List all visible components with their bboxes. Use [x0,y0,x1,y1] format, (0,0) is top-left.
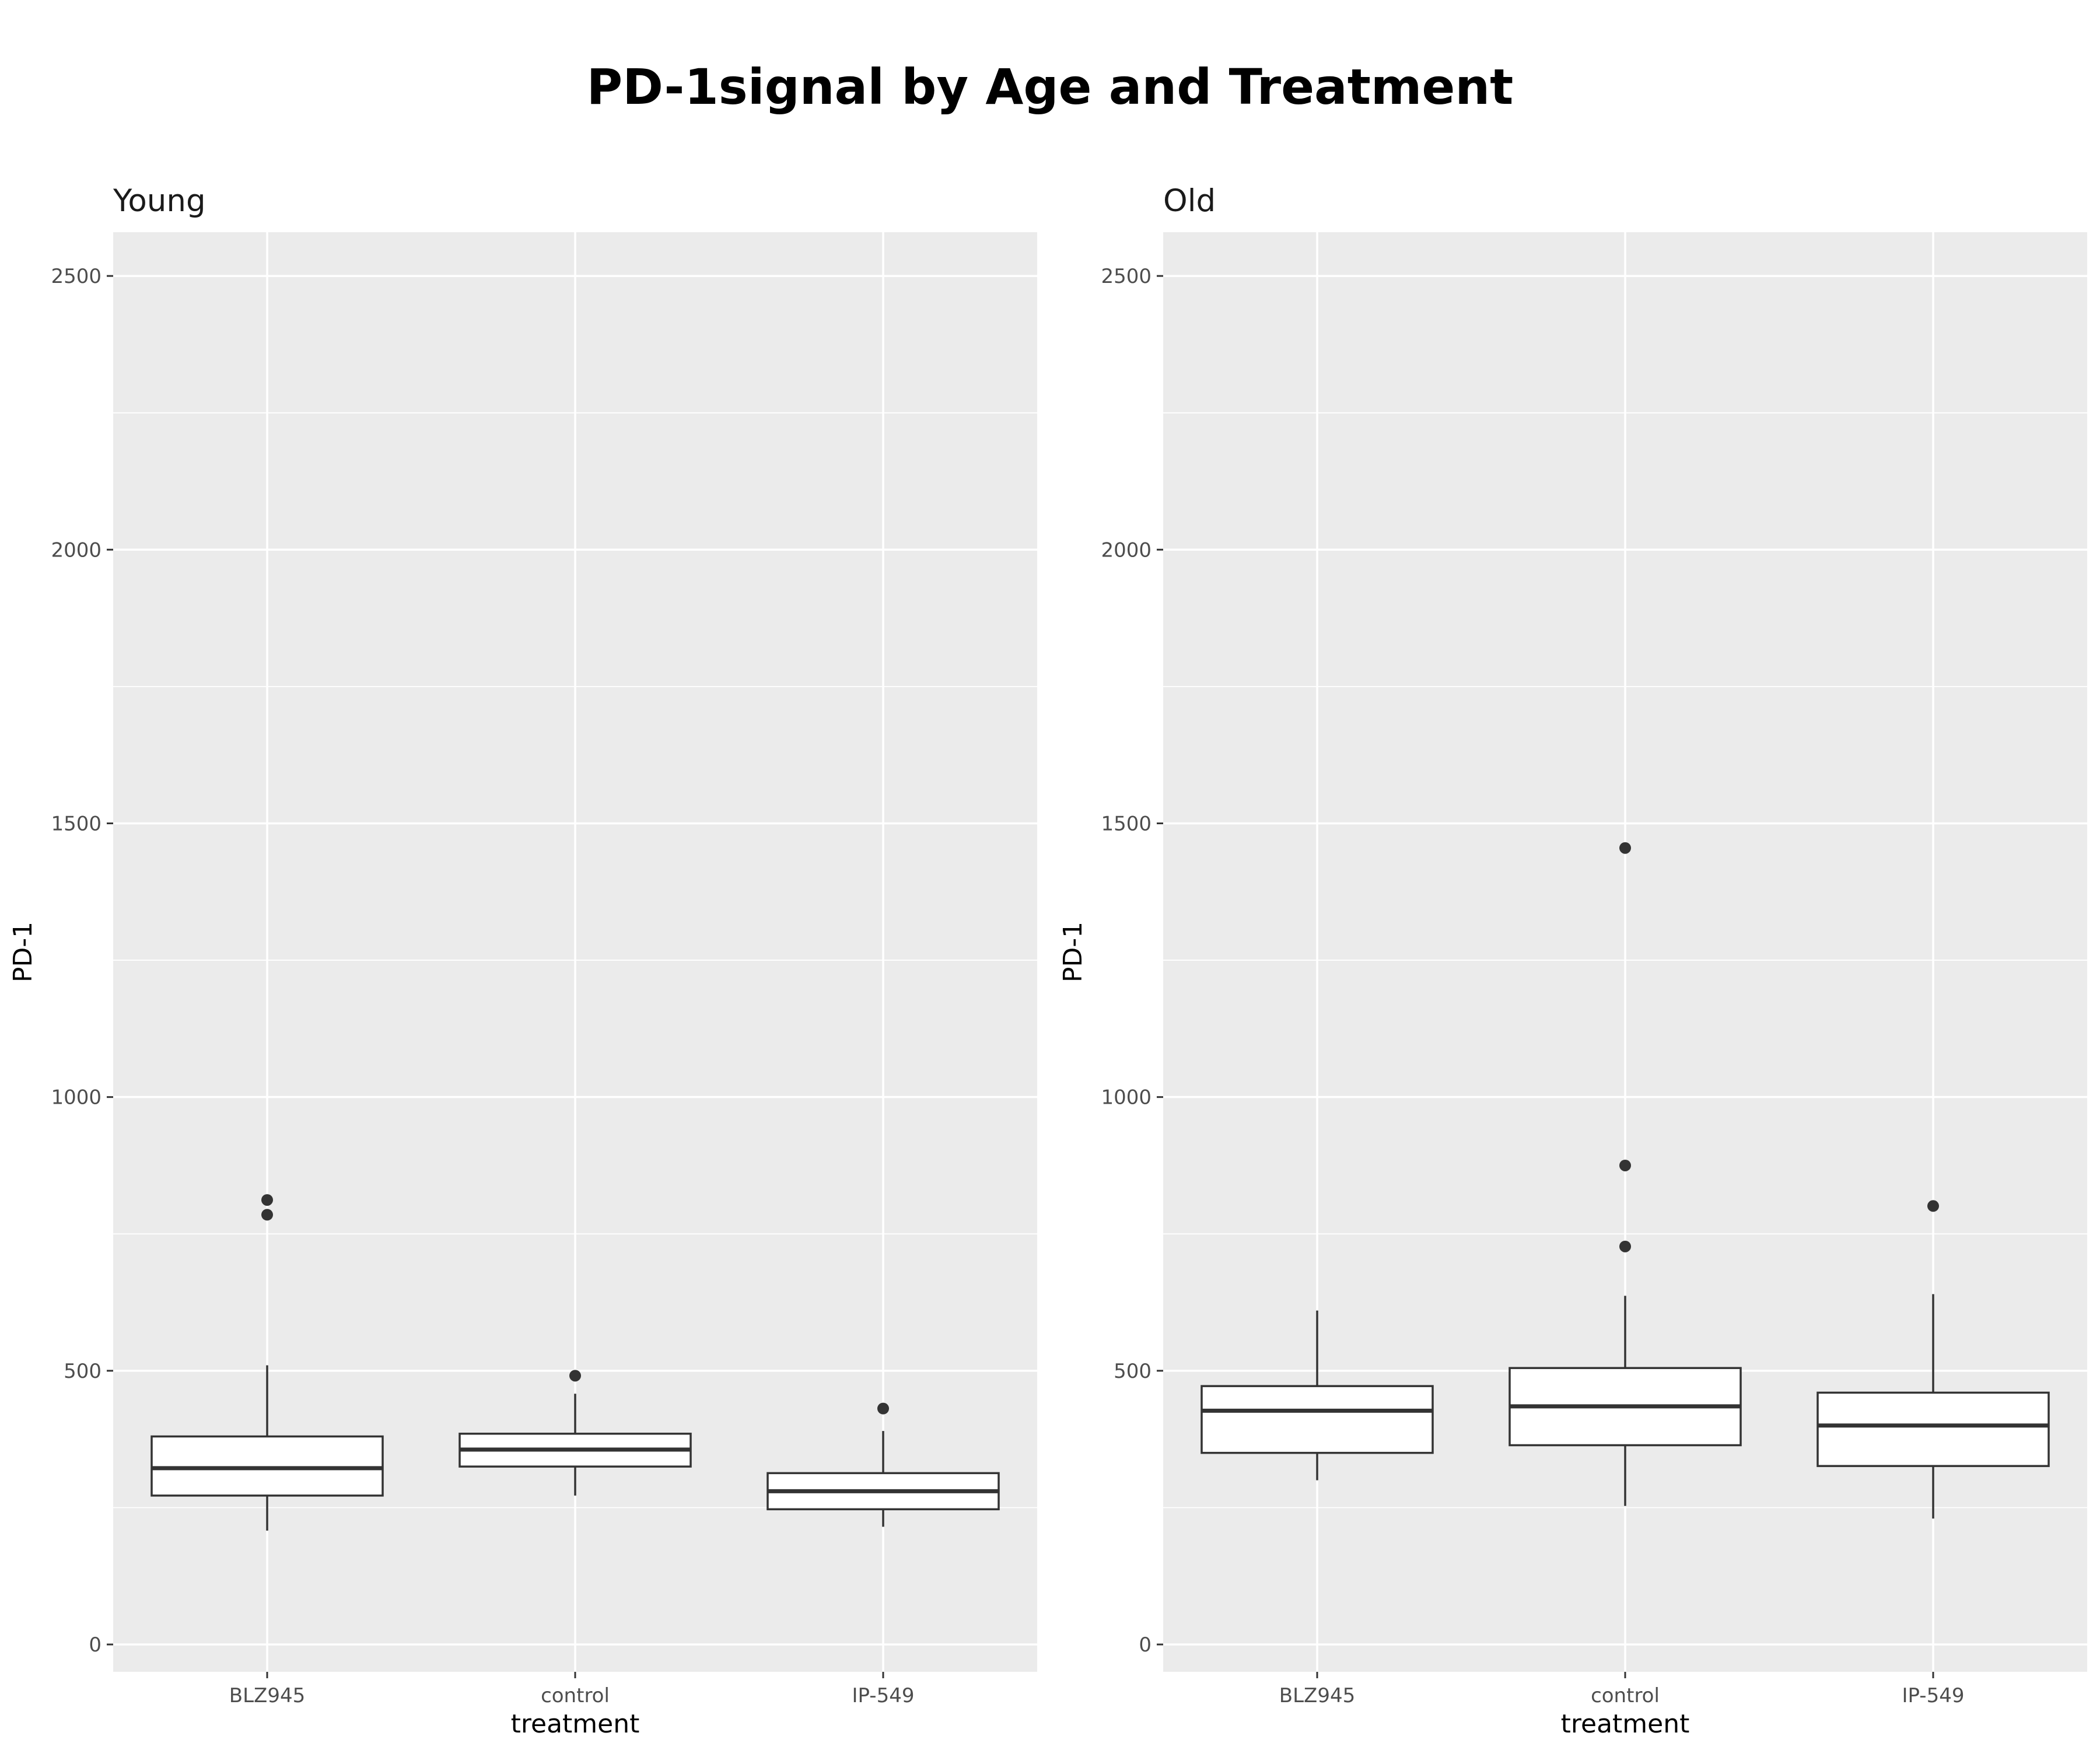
facets: 0 500 1000 1500 2000 2500 BLZ945 control IP-549 Y… [8,183,2087,1739]
iqr-box [1200,1385,1434,1454]
x-tick-label: IP-549 [1902,1684,1965,1707]
x-axis-title: treatment [1561,1709,1690,1739]
y-tick-label: 500 [64,1360,102,1383]
outlier-point [1619,1240,1631,1252]
y-tick-label: 0 [89,1633,102,1657]
x-tick-label: BLZ945 [1279,1684,1355,1707]
x-tick-label: control [541,1684,610,1707]
y-tick-label: 1000 [1101,1086,1152,1110]
facet-title: Young [113,183,206,219]
box-control [459,1370,692,1496]
outlier-point [261,1209,273,1221]
y-tick-label: 1500 [1101,812,1152,835]
y-axis-title: PD-1 [8,922,38,982]
facet-title: Old [1163,183,1216,219]
facet-old: 0 500 1000 1500 2000 2500 BLZ945 control IP-549 O… [1058,183,2087,1739]
y-tick-label: 500 [1114,1360,1152,1383]
chart-title: PD-1signal by Age and Treatment [587,58,1514,116]
y-tick-label: 2000 [1101,538,1152,562]
iqr-box [150,1435,384,1497]
y-tick-label: 2500 [1101,265,1152,288]
y-tick-label: 2500 [51,265,102,288]
outlier-point [261,1194,273,1206]
x-tick-label: control [1591,1684,1660,1707]
x-axis-title: treatment [511,1709,640,1739]
box-ip-549 [1817,1200,2050,1519]
outlier-point [1619,842,1631,854]
facet-young: 0 500 1000 1500 2000 2500 BLZ945 control IP-549 Y… [8,183,1037,1739]
outlier-point [1619,1159,1631,1171]
y-tick-label: 1500 [51,812,102,835]
y-tick-label: 0 [1139,1633,1152,1657]
box-blz945 [1200,1310,1434,1480]
x-tick-label: IP-549 [852,1684,915,1707]
y-tick-label: 1000 [51,1086,102,1110]
x-tick-label: BLZ945 [229,1684,305,1707]
box-blz945 [150,1194,384,1531]
y-tick-label: 2000 [51,538,102,562]
iqr-box [1817,1391,2050,1467]
box-ip-549 [766,1402,1000,1527]
outlier-point [877,1402,889,1415]
y-axis-title: PD-1 [1058,922,1088,982]
box-control [1508,842,1742,1506]
outlier-point [1927,1200,1939,1212]
outlier-point [569,1370,581,1382]
